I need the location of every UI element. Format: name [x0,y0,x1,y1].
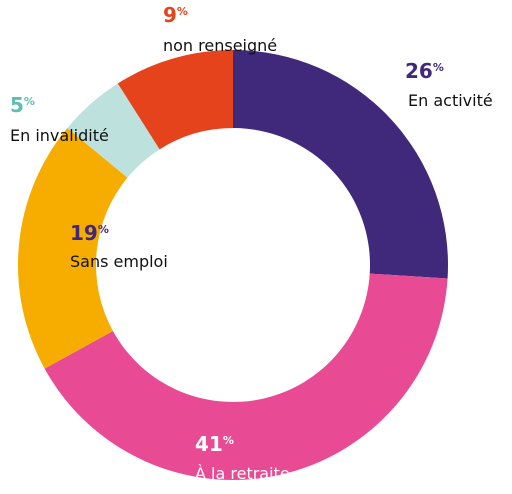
category-label: À la retraite [195,464,290,483]
category-label: En invalidité [10,126,109,145]
value-label: 41% [195,432,234,456]
value-label: 19% [70,221,109,245]
category-label: En activité [408,91,493,110]
category-label: non renseigné [163,36,277,55]
value-unit: % [433,61,444,74]
value-label: 9% [163,3,188,27]
value-unit: % [24,95,35,108]
value-unit: % [223,434,234,447]
donut-segment [44,273,448,480]
donut-segment [233,50,448,279]
value-label: 26% [405,59,444,83]
value-number: 9 [163,3,177,27]
category-label: Sans emploi [70,252,168,271]
value-number: 26 [405,59,433,83]
value-unit: % [98,223,109,236]
value-number: 41 [195,432,223,456]
value-number: 19 [70,221,98,245]
donut-segment [67,83,160,178]
donut-segment [117,50,233,150]
donut-segment [17,127,128,369]
value-unit: % [177,5,188,18]
value-label: 5% [10,93,35,117]
value-number: 5 [10,93,24,117]
